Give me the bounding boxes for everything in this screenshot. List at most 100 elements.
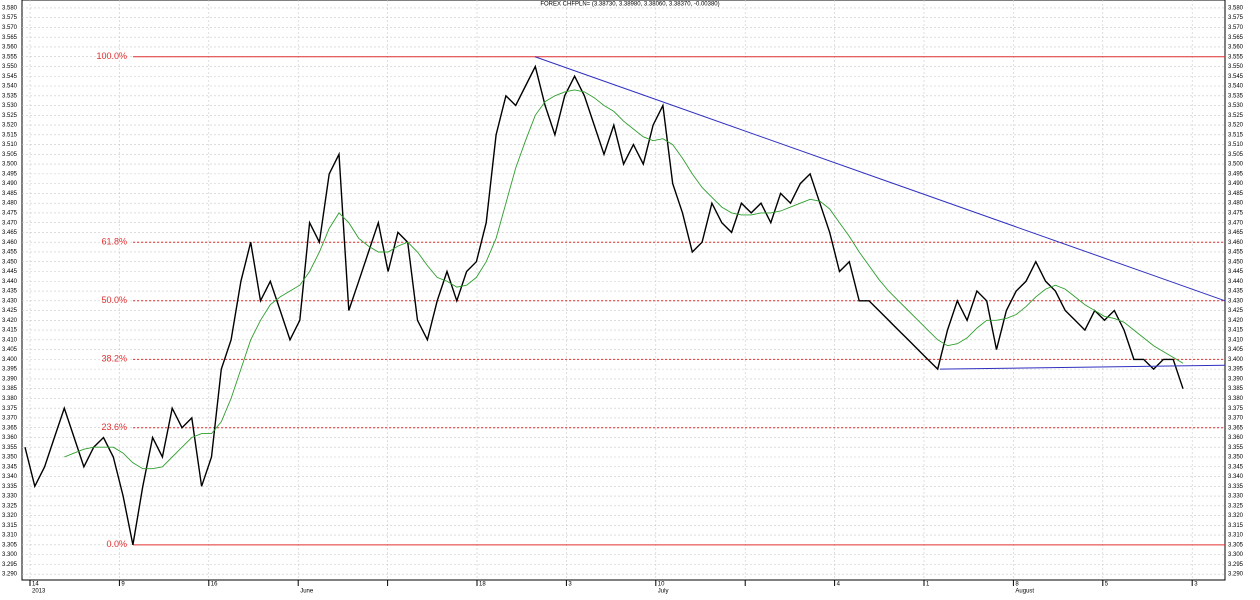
y-tick-label: 3.420 — [2, 318, 18, 324]
y-tick-label: 3.465 — [2, 230, 18, 236]
y-tick-label: 3.520 — [1228, 123, 1244, 129]
y-tick-label: 3.540 — [1228, 84, 1244, 90]
y-tick-label: 3.530 — [1228, 103, 1244, 109]
y-tick-label: 3.465 — [1228, 230, 1244, 236]
y-tick-label: 3.340 — [2, 474, 18, 480]
y-tick-label: 3.475 — [1228, 211, 1244, 217]
y-tick-label: 3.345 — [2, 464, 18, 470]
y-tick-label: 3.470 — [1228, 220, 1244, 226]
y-tick-label: 3.400 — [2, 357, 18, 363]
y-tick-label: 3.560 — [2, 45, 18, 51]
y-tick-label: 3.475 — [2, 211, 18, 217]
y-tick-label: 3.485 — [1228, 191, 1244, 197]
y-tick-label: 3.335 — [1228, 484, 1244, 490]
y-tick-label: 3.500 — [2, 162, 18, 168]
y-tick-label: 3.425 — [2, 308, 18, 314]
y-tick-label: 3.355 — [1228, 445, 1244, 451]
y-tick-label: 3.310 — [1228, 533, 1244, 539]
y-tick-label: 3.570 — [1228, 25, 1244, 31]
y-tick-label: 3.435 — [1228, 289, 1244, 295]
y-tick-label: 3.560 — [1228, 45, 1244, 51]
y-tick-label: 3.290 — [1228, 572, 1244, 578]
trend-line — [534, 56, 1226, 302]
plot-frame — [21, 0, 1226, 581]
y-tick-label: 3.455 — [1228, 250, 1244, 256]
y-tick-label: 3.400 — [1228, 357, 1244, 363]
y-tick-label: 3.365 — [1228, 425, 1244, 431]
y-tick-label: 3.555 — [2, 54, 18, 60]
y-tick-label: 3.415 — [2, 328, 18, 334]
y-tick-label: 3.580 — [1228, 5, 1244, 11]
y-tick-label: 3.430 — [1228, 298, 1244, 304]
y-tick-label: 3.390 — [1228, 376, 1244, 382]
y-tick-label: 3.555 — [1228, 54, 1244, 60]
y-tick-label: 3.320 — [2, 513, 18, 519]
y-tick-label: 3.460 — [1228, 240, 1244, 246]
y-tick-label: 3.565 — [1228, 35, 1244, 41]
x-tick-label: 4 — [837, 582, 841, 588]
y-tick-label: 3.445 — [1228, 269, 1244, 275]
y-tick-label: 3.485 — [2, 191, 18, 197]
price-line — [24, 64, 1184, 546]
y-tick-label: 3.545 — [1228, 74, 1244, 80]
x-tick-label: 3 — [568, 582, 572, 588]
y-tick-label: 3.550 — [2, 64, 18, 70]
x-tick-label: 8 — [1015, 582, 1019, 588]
y-tick-label: 3.365 — [2, 425, 18, 431]
y-tick-label: 3.355 — [2, 445, 18, 451]
y-tick-label: 3.305 — [2, 542, 18, 548]
y-tick-label: 3.455 — [2, 250, 18, 256]
x-tick-label: 1 — [926, 582, 930, 588]
y-tick-label: 3.410 — [1228, 337, 1244, 343]
fib-label: 61.8% — [101, 237, 127, 247]
y-tick-label: 3.330 — [2, 494, 18, 500]
y-tick-label: 3.525 — [2, 113, 18, 119]
y-tick-label: 3.380 — [1228, 396, 1244, 402]
fib-label: 50.0% — [101, 295, 127, 305]
y-tick-label: 3.300 — [1228, 552, 1244, 558]
y-tick-label: 3.480 — [2, 201, 18, 207]
y-tick-label: 3.520 — [2, 123, 18, 129]
y-tick-label: 3.505 — [2, 152, 18, 158]
x-tick-label-row2: August — [1015, 589, 1034, 595]
y-tick-label: 3.515 — [1228, 132, 1244, 138]
y-tick-label: 3.305 — [1228, 542, 1244, 548]
y-tick-label: 3.480 — [1228, 201, 1244, 207]
y-tick-label: 3.570 — [2, 25, 18, 31]
y-tick-label: 3.415 — [1228, 328, 1244, 334]
x-tick-label: 16 — [211, 582, 218, 588]
y-tick-label: 3.350 — [1228, 455, 1244, 461]
fib-label: 0.0% — [106, 539, 127, 549]
y-tick-label: 3.295 — [2, 562, 18, 568]
y-tick-label: 3.515 — [2, 132, 18, 138]
y-tick-label: 3.500 — [1228, 162, 1244, 168]
y-tick-label: 3.310 — [2, 533, 18, 539]
y-tick-label: 3.295 — [1228, 562, 1244, 568]
y-tick-label: 3.535 — [2, 93, 18, 99]
y-tick-label: 3.505 — [1228, 152, 1244, 158]
y-tick-label: 3.435 — [2, 289, 18, 295]
y-tick-label: 3.375 — [2, 406, 18, 412]
y-tick-label: 3.385 — [1228, 386, 1244, 392]
x-tick-label-row2: June — [300, 589, 314, 595]
y-tick-label: 3.405 — [2, 347, 18, 353]
y-tick-label: 3.565 — [2, 35, 18, 41]
y-tick-label: 3.385 — [2, 386, 18, 392]
x-tick-label: 10 — [658, 582, 665, 588]
y-tick-label: 3.370 — [2, 416, 18, 422]
fib-label: 23.6% — [101, 422, 127, 432]
y-tick-label: 3.360 — [2, 435, 18, 441]
y-tick-label: 3.470 — [2, 220, 18, 226]
y-tick-label: 3.420 — [1228, 318, 1244, 324]
y-tick-label: 3.510 — [2, 142, 18, 148]
y-tick-label: 3.360 — [1228, 435, 1244, 441]
y-tick-label: 3.315 — [2, 523, 18, 529]
y-tick-label: 3.300 — [2, 552, 18, 558]
y-tick-label: 3.460 — [2, 240, 18, 246]
x-tick-label: 18 — [479, 582, 486, 588]
y-tick-label: 3.495 — [1228, 171, 1244, 177]
x-tick-label-row2: 2013 — [32, 589, 46, 595]
y-tick-label: 3.450 — [1228, 259, 1244, 265]
y-tick-label: 3.450 — [2, 259, 18, 265]
